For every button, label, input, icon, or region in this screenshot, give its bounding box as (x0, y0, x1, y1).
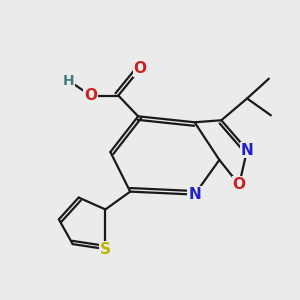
Text: N: N (241, 142, 254, 158)
Text: H: H (63, 74, 75, 88)
Text: S: S (100, 242, 111, 256)
Text: O: O (233, 177, 246, 192)
Text: O: O (134, 61, 147, 76)
Text: N: N (188, 187, 201, 202)
Text: O: O (84, 88, 97, 103)
